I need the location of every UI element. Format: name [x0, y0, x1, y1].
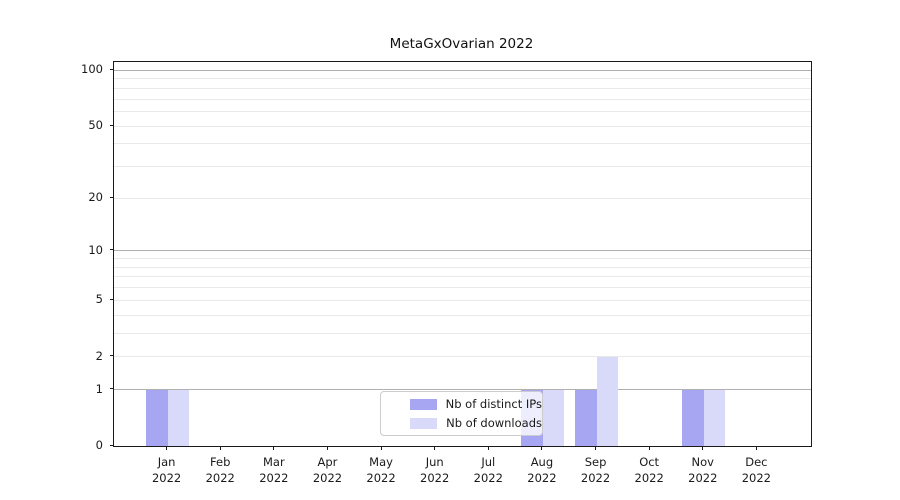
x-tick-label: Dec 2022 — [741, 455, 772, 485]
minor-gridline — [114, 98, 811, 100]
bar-distinct-ips-sep — [575, 389, 597, 446]
bar-distinct-ips-nov — [682, 389, 704, 446]
bar-downloads-jan — [167, 389, 190, 446]
x-tick-label: May 2022 — [366, 455, 396, 485]
minor-gridline — [114, 356, 811, 358]
x-tick-mark — [648, 446, 650, 450]
y-tick-mark — [110, 298, 114, 300]
y-tick-label: 5 — [95, 292, 103, 307]
legend-label: Nb of distinct IPs — [445, 397, 542, 411]
minor-gridline — [114, 314, 811, 316]
legend-swatch-downloads — [410, 417, 438, 429]
bar-downloads-nov — [703, 389, 726, 446]
minor-gridline — [114, 78, 811, 80]
y-tick-label: 50 — [88, 118, 103, 133]
y-tick-label: 0 — [95, 438, 103, 452]
minor-gridline — [114, 332, 811, 334]
minor-gridline — [114, 258, 811, 260]
x-tick-label: Jan 2022 — [151, 455, 182, 485]
x-tick-mark — [166, 446, 168, 450]
minor-gridline — [114, 143, 811, 145]
x-tick-label: Aug 2022 — [527, 455, 557, 485]
x-tick-mark — [273, 446, 275, 450]
chart-title: MetaGxOvarian 2022 — [389, 36, 534, 52]
x-tick-label: Mar 2022 — [259, 455, 289, 485]
bar-downloads-sep — [596, 356, 618, 446]
y-tick-mark — [110, 355, 114, 357]
y-tick-label: 1 — [95, 381, 103, 396]
y-tick-mark — [110, 388, 114, 390]
x-tick-mark — [434, 446, 436, 450]
legend-swatch-distinct-ips — [410, 398, 437, 410]
y-tick-label: 100 — [81, 62, 103, 77]
legend-row: Nb of distinct IPs — [410, 397, 542, 411]
major-gridline — [114, 250, 811, 252]
plot-area: Nb of distinct IPs Nb of downloads — [113, 61, 812, 447]
legend-label: Nb of downloads — [446, 416, 542, 430]
minor-gridline — [114, 87, 811, 89]
minor-gridline — [114, 287, 811, 289]
x-tick-mark — [487, 446, 489, 450]
x-tick-label: Oct 2022 — [634, 455, 664, 485]
x-tick-label: Sep 2022 — [580, 455, 611, 485]
minor-gridline — [114, 166, 811, 168]
x-tick-label: Jun 2022 — [420, 455, 450, 485]
bar-distinct-ips-jan — [146, 389, 168, 446]
major-gridline — [114, 69, 811, 71]
x-tick-mark — [702, 446, 704, 450]
x-tick-label: Nov 2022 — [688, 455, 718, 485]
legend: Nb of distinct IPs Nb of downloads — [380, 391, 543, 436]
x-tick-label: Jul 2022 — [473, 455, 503, 485]
major-gridline — [114, 389, 811, 391]
x-tick-label: Apr 2022 — [312, 455, 343, 485]
x-tick-mark — [541, 446, 543, 450]
legend-row: Nb of downloads — [410, 416, 542, 430]
y-tick-mark — [110, 68, 114, 70]
minor-gridline — [114, 125, 811, 127]
x-tick-label: Feb 2022 — [205, 455, 235, 485]
minor-gridline — [114, 110, 811, 112]
minor-gridline — [114, 197, 811, 199]
minor-gridline — [114, 276, 811, 278]
y-tick-mark — [110, 196, 114, 198]
y-tick-mark — [110, 444, 114, 446]
minor-gridline — [114, 266, 811, 268]
y-tick-label: 2 — [95, 348, 103, 363]
y-tick-label: 10 — [88, 242, 103, 257]
x-tick-mark — [380, 446, 382, 450]
y-tick-label: 20 — [88, 190, 103, 205]
x-tick-mark — [755, 446, 757, 450]
minor-gridline — [114, 299, 811, 301]
y-tick-mark — [110, 124, 114, 126]
y-tick-mark — [110, 249, 114, 251]
bar-downloads-aug — [542, 389, 565, 446]
x-tick-mark — [219, 446, 221, 450]
x-tick-mark — [595, 446, 597, 450]
x-tick-mark — [326, 446, 328, 450]
